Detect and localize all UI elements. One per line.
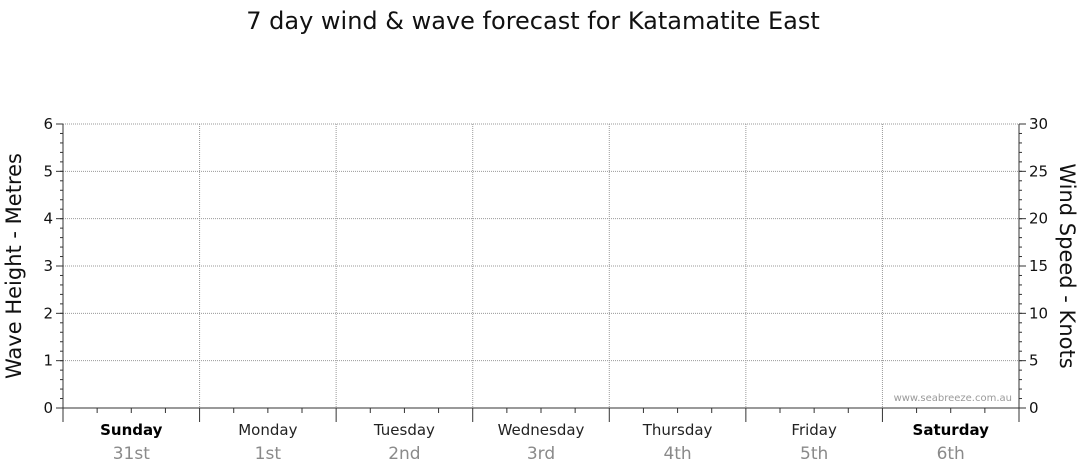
day-name-label: Monday [238, 421, 297, 439]
left-tick-label: 6 [43, 115, 53, 133]
right-tick-label: 10 [1029, 304, 1048, 322]
left-tick-label: 4 [43, 210, 53, 228]
day-date-label: 4th [663, 444, 691, 464]
left-tick-label: 1 [43, 352, 53, 370]
left-tick-label: 0 [43, 399, 53, 417]
day-name-label: Sunday [100, 421, 163, 439]
right-tick-label: 0 [1029, 399, 1039, 417]
day-labels: Sunday 31st Monday 1st Tuesday 2nd Wednesday 3r… [100, 421, 989, 464]
day-name-label: Wednesday [498, 421, 585, 439]
axes [62, 124, 1020, 422]
right-tick-label: 20 [1029, 210, 1048, 228]
right-tick-label: 30 [1029, 115, 1048, 133]
left-axis-title: Wave Height - Metres [2, 153, 26, 379]
day-date-label: 31st [113, 444, 150, 464]
day-name-label: Thursday [642, 421, 713, 439]
left-tick-label: 2 [43, 304, 53, 322]
right-tick-label: 5 [1029, 352, 1039, 370]
day-name-label: Saturday [913, 421, 990, 439]
day-name-label: Friday [791, 421, 837, 439]
day-date-label: 2nd [388, 444, 420, 464]
grid [63, 123, 1019, 408]
day-name-label: Tuesday [373, 421, 435, 439]
day-date-label: 3rd [527, 444, 555, 464]
left-tick-label: 5 [43, 162, 53, 180]
right-tick-label: 15 [1029, 257, 1048, 275]
right-axis-title: Wind Speed - Knots [1055, 163, 1079, 368]
day-date-label: 6th [937, 444, 965, 464]
day-date-label: 5th [800, 444, 828, 464]
left-axis-ticks: 0 1 2 3 4 5 6 [43, 115, 63, 417]
chart-title: 7 day wind & wave forecast for Katamatit… [246, 7, 820, 35]
left-tick-label: 3 [43, 257, 53, 275]
right-axis-ticks: 0 5 10 15 20 25 30 [1019, 115, 1048, 417]
day-date-label: 1st [255, 444, 282, 464]
right-tick-label: 25 [1029, 162, 1048, 180]
watermark: www.seabreeze.com.au [894, 393, 1012, 404]
